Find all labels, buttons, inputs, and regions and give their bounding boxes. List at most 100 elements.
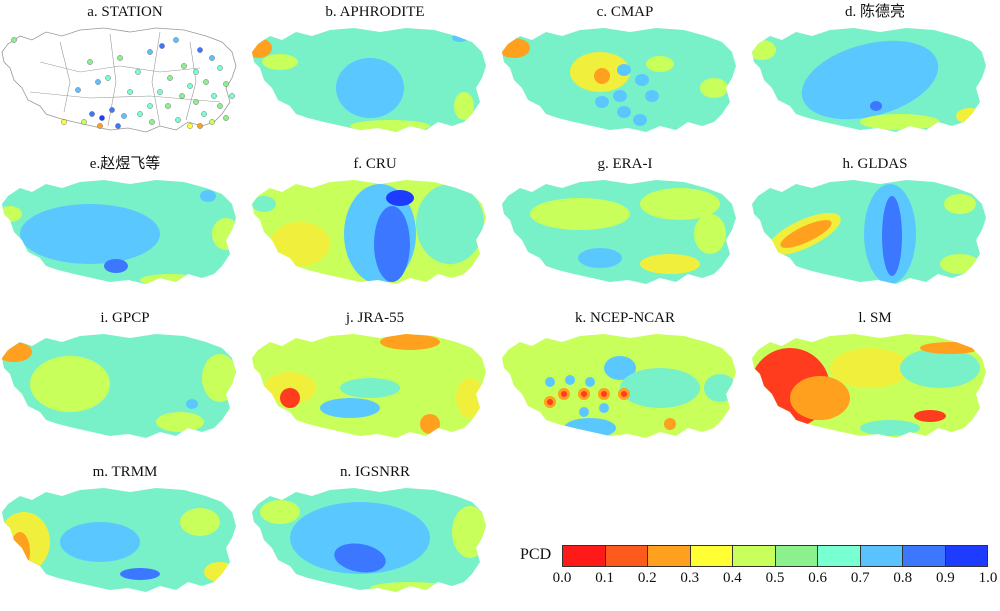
map-region [704,374,736,402]
map-region [212,218,236,250]
map-region [290,502,430,574]
legend-swatch [860,546,903,566]
map-panel-g: g. ERA-I [500,152,750,302]
map-region [900,348,980,388]
map-region [374,206,410,282]
map-region [320,398,380,418]
legend-tick-label: 0.9 [936,570,955,586]
map-region [502,38,530,58]
region-outline [2,28,236,132]
station-point [95,79,101,85]
legend-tick-label: 0.6 [808,570,827,586]
map-region [252,196,276,212]
map-region [645,90,659,102]
map-panel-a: a. STATION [0,0,250,150]
legend-tick-label: 0.1 [595,570,614,586]
legend-swatch [818,546,861,566]
station-point [209,55,215,61]
map-layer [2,342,236,432]
map-region [565,375,575,385]
map-panel-j: j. JRA-55 [250,306,500,456]
legend-tick-label: 0.3 [680,570,700,586]
station-point [175,117,181,123]
panel-title: e.赵煜飞等 [89,156,161,172]
station-point [157,89,163,95]
station-point [201,111,207,117]
station-point [117,55,123,61]
station-point [89,111,95,117]
map-layer [252,34,474,132]
map-region [801,40,939,120]
map-region [252,38,272,58]
station-point [217,103,223,109]
map-region [104,259,128,273]
legend-swatch [733,546,776,566]
map-layer [502,38,728,126]
region-outline [502,334,736,438]
map-region [613,90,627,102]
station-point [211,93,217,99]
map-region [790,376,850,420]
map-region [620,368,700,408]
map-region [579,407,589,417]
map-region [545,377,555,387]
map-region [920,342,980,354]
station-point [179,93,185,99]
station-point [181,63,187,69]
map-region [20,204,160,264]
map-region [944,194,976,214]
map-panel-f: f. CRU [250,152,500,302]
map-region [914,410,946,422]
station-point [135,69,141,75]
map-region [956,108,984,124]
map-region [633,114,647,126]
legend-tick-labels: 0.0 0.1 0.2 0.3 0.4 0.5 0.6 0.7 0.8 0.9 1.0 [553,570,998,588]
map-region [204,562,236,582]
map-region [585,377,595,387]
map-region [416,184,484,264]
map-region [336,58,404,118]
station-point [11,37,17,43]
map-panel-d: d. 陈德亮 [750,0,1000,150]
panel-title: f. CRU [353,156,397,172]
map-region [599,403,609,413]
jra55-map [252,334,486,438]
map-region [452,34,468,42]
station-point [127,89,133,95]
station-point [87,59,93,65]
map-region [270,222,330,266]
map-region [940,254,980,274]
legend-swatch [903,546,946,566]
map-layer [767,184,980,284]
map-panel-e: e.赵煜飞等 [0,152,250,302]
station-point [167,75,173,81]
legend-colorbar [562,545,988,567]
map-region [350,120,430,132]
legend-tick-label: 1.0 [978,570,998,586]
station-point [197,47,203,53]
map-region [10,532,30,572]
map-panel-n: n. IGSNRR [250,460,500,610]
trmm-map [2,488,236,592]
map-region [186,399,198,409]
map-region [30,356,110,412]
map-layer [2,190,236,284]
map-region [334,543,386,573]
panel-title: i. GPCP [100,310,150,326]
station-point [173,37,179,43]
map-layer [264,334,484,434]
map-region [452,506,486,558]
station-point [115,123,121,129]
igsnrr-map [252,488,486,592]
station-point [75,87,81,93]
map-region [830,348,910,388]
map-panel-b: b. APHRODITE [250,0,500,150]
station-point [137,111,143,117]
boundary-line [151,31,161,127]
station-map [1,27,237,133]
station-point [105,75,111,81]
station-point [187,83,193,89]
map-region [561,391,567,397]
legend-tick-label: 0.7 [850,570,870,586]
station-point [109,107,115,113]
